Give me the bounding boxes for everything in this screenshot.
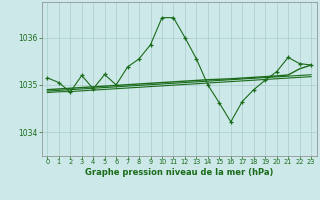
X-axis label: Graphe pression niveau de la mer (hPa): Graphe pression niveau de la mer (hPa) — [85, 168, 273, 177]
